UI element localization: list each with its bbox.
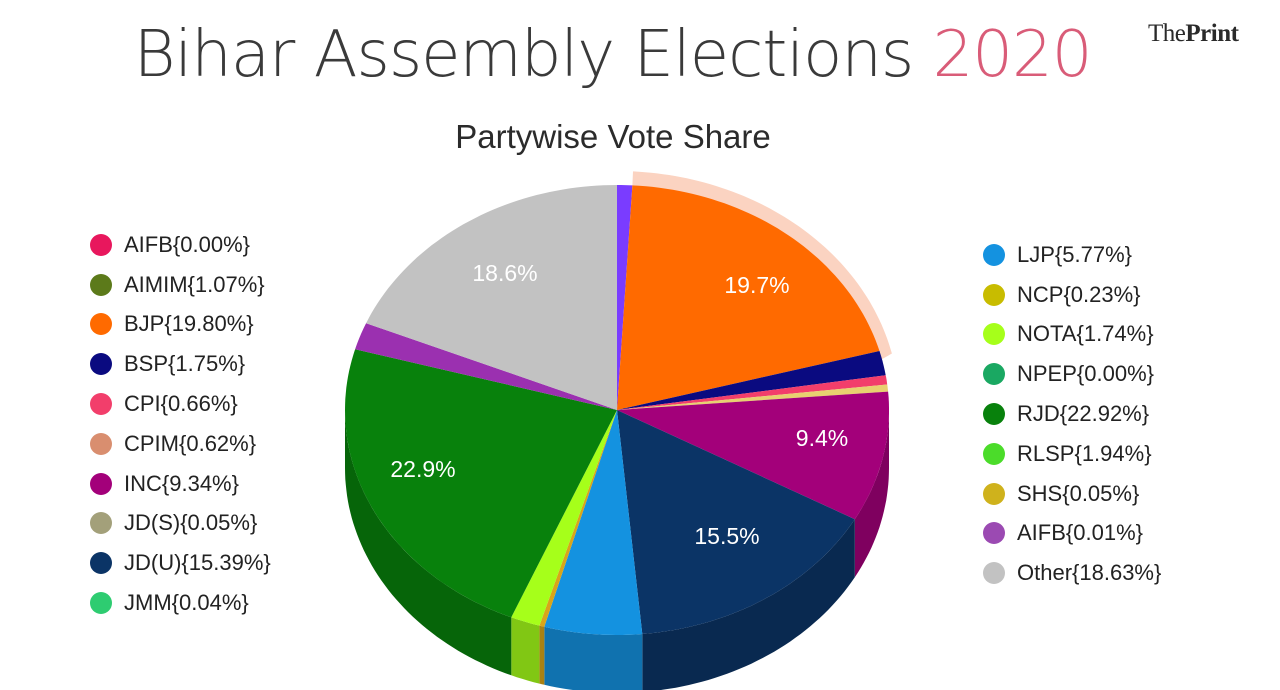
- legend-swatch-icon: [90, 552, 112, 575]
- legend-item: NCP{0.23%}: [983, 275, 1161, 315]
- legend-label: AIFB{0.01%}: [1017, 520, 1143, 546]
- legend-swatch-icon: [983, 403, 1005, 426]
- pie-side-ljp: [544, 626, 643, 690]
- pie-slice-ncp: [617, 384, 889, 410]
- legend-label: SHS{0.05%}: [1017, 480, 1140, 506]
- legend-item: AIMIM{1.07%}: [90, 265, 271, 305]
- pie-side-rlsp-edge: [539, 625, 545, 685]
- pie-slice-ljp: [544, 410, 643, 635]
- title-text: Bihar Assembly Elections: [133, 18, 933, 92]
- legend-swatch-icon: [983, 243, 1005, 266]
- legend-label: INC{9.34%}: [124, 470, 239, 496]
- legend-item: RJD{22.92%}: [983, 394, 1161, 434]
- legend-item: Other{18.63%}: [983, 553, 1161, 593]
- bjp-highlight-ring: [632, 171, 892, 361]
- chart-subtitle: Partywise Vote Share: [455, 118, 771, 155]
- legend-label: AIFB{0.00%}: [124, 231, 250, 257]
- legend-left: AIFB{0.00%} AIMIM{1.07%} BJP{19.80%} BSP{1.…: [90, 225, 271, 623]
- slice-label-rjd: 22.9%: [390, 456, 455, 482]
- legend-swatch-icon: [90, 512, 112, 535]
- legend-label: RLSP{1.94%}: [1017, 440, 1152, 466]
- legend-label: AIMIM{1.07%}: [124, 271, 265, 297]
- legend-item: AIFB{0.01%}: [983, 514, 1161, 554]
- legend-swatch-icon: [90, 273, 112, 296]
- legend-swatch-icon: [90, 233, 112, 256]
- legend-label: JMM{0.04%}: [124, 590, 249, 616]
- legend-item: BSP{1.75%}: [90, 344, 271, 384]
- legend-item: JMM{0.04%}: [90, 583, 271, 623]
- legend-item: AIFB{0.00%}: [90, 225, 271, 265]
- legend-right: LJP{5.77%} NCP{0.23%} NOTA{1.74%} NPEP{0.00…: [983, 235, 1161, 593]
- legend-swatch-icon: [983, 363, 1005, 386]
- slice-label-other: 18.6%: [472, 260, 537, 286]
- legend-swatch-icon: [983, 442, 1005, 465]
- legend-item: INC{9.34%}: [90, 464, 271, 504]
- pie-slice-aifb: [355, 323, 617, 410]
- legend-label: LJP{5.77%}: [1017, 241, 1132, 267]
- legend-item: JD(S){0.05%}: [90, 504, 271, 544]
- pie-slice-other: [366, 185, 617, 410]
- pie-side-inc: [854, 410, 889, 578]
- legend-swatch-icon: [90, 393, 112, 416]
- chart-title: Bihar Assembly Elections 2020: [0, 18, 1225, 92]
- legend-label: JD(S){0.05%}: [124, 510, 258, 536]
- legend-label: Other{18.63%}: [1017, 560, 1162, 586]
- legend-item: BJP{19.80%}: [90, 305, 271, 345]
- legend-item: RLSP{1.94%}: [983, 434, 1161, 474]
- legend-item: CPI{0.66%}: [90, 384, 271, 424]
- legend-label: CPIM{0.62%}: [124, 430, 257, 456]
- legend-label: JD(U){15.39%}: [124, 550, 271, 576]
- legend-label: BJP{19.80%}: [124, 311, 254, 337]
- logo-the: The: [1148, 20, 1186, 47]
- slice-label-inc: 9.4%: [796, 425, 848, 451]
- legend-item: JD(U){15.39%}: [90, 543, 271, 583]
- legend-item: NPEP{0.00%}: [983, 354, 1161, 394]
- legend-swatch-icon: [90, 592, 112, 615]
- legend-label: RJD{22.92%}: [1017, 401, 1150, 427]
- legend-swatch-icon: [90, 353, 112, 376]
- legend-swatch-icon: [90, 313, 112, 336]
- legend-item: LJP{5.77%}: [983, 235, 1161, 275]
- legend-label: CPI{0.66%}: [124, 391, 238, 417]
- logo-print: Print: [1185, 20, 1239, 47]
- legend-label: NCP{0.23%}: [1017, 281, 1141, 307]
- pie-slice-rjd: [345, 349, 617, 618]
- legend-item: CPIM{0.62%}: [90, 424, 271, 464]
- pie-slice-violet-sliver: [617, 185, 633, 410]
- legend-item: NOTA{1.74%}: [983, 315, 1161, 355]
- slice-label-bjp: 19.7%: [724, 272, 789, 298]
- legend-swatch-icon: [90, 432, 112, 455]
- pie-slice-jd(u): [617, 410, 855, 634]
- pie-slice-inc: [617, 391, 889, 520]
- pie-slice-rlsp-edge: [539, 410, 617, 627]
- pie-side-jd(u): [642, 519, 855, 690]
- legend-item: SHS{0.05%}: [983, 474, 1161, 514]
- pie-slice-bjp: [617, 185, 880, 410]
- legend-label: NPEP{0.00%}: [1017, 361, 1154, 387]
- pie-side-rjd: [345, 410, 512, 676]
- legend-swatch-icon: [983, 482, 1005, 505]
- legend-label: NOTA{1.74%}: [1017, 321, 1154, 347]
- legend-label: BSP{1.75%}: [124, 351, 246, 377]
- legend-swatch-icon: [983, 522, 1005, 545]
- legend-swatch-icon: [983, 323, 1005, 346]
- pie-slice-cpi: [617, 375, 888, 410]
- pie-side-nota: [511, 617, 540, 684]
- legend-swatch-icon: [983, 283, 1005, 306]
- legend-swatch-icon: [983, 562, 1005, 585]
- theprint-logo: ThePrint: [1148, 20, 1239, 48]
- slice-label-jdu: 15.5%: [694, 523, 759, 549]
- pie-slice-bsp: [617, 351, 886, 410]
- pie-slice-nota: [511, 410, 617, 626]
- title-year: 2020: [932, 18, 1093, 92]
- legend-swatch-icon: [90, 472, 112, 495]
